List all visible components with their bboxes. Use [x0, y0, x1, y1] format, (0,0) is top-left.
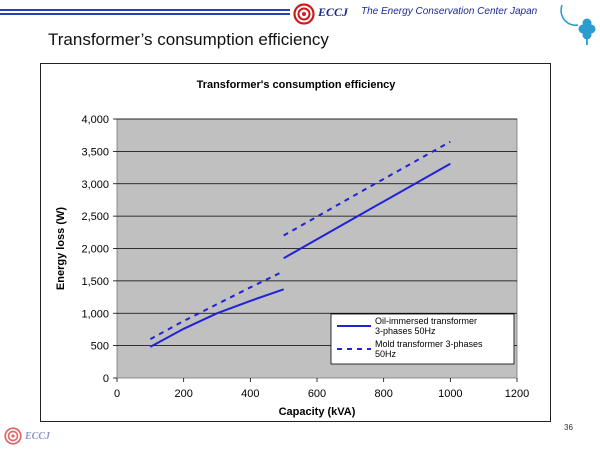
chart: Transformer's consumption efficiency 0 500…: [55, 79, 529, 418]
footer-org-short: ECCJ: [25, 431, 51, 442]
series-line-oil-immersed: [149, 288, 285, 348]
series-line-mold: [149, 270, 285, 340]
x-tick-label: 0: [114, 388, 120, 400]
header-rule-top: [0, 9, 290, 11]
x-tick-label: 200: [174, 388, 192, 400]
y-tick-label: 3,500: [81, 146, 109, 158]
y-tick-label: 500: [91, 341, 109, 353]
x-tick-label: 800: [374, 388, 392, 400]
series-line-mold: [283, 140, 451, 237]
y-tick-label: 4,000: [81, 114, 109, 126]
x-tick-label: 1200: [505, 388, 529, 400]
x-axis-label: Capacity (kVA): [279, 406, 356, 418]
legend-label: Oil-immersed transformer: [375, 316, 477, 326]
y-axis-label: Energy loss (W): [55, 207, 67, 290]
y-tick-label: 3,000: [81, 179, 109, 191]
eccj-logo-icon: [293, 3, 315, 25]
x-tick-label: 1000: [438, 388, 462, 400]
header-org-name: The Energy Conservation Center Japan: [361, 6, 538, 17]
legend-label: Mold transformer 3-phases: [375, 339, 483, 349]
legend-box: [330, 313, 515, 365]
x-tick-label: 600: [308, 388, 326, 400]
slide-title: Transformer’s consumption efficiency: [48, 30, 329, 49]
header-rule-bottom: [0, 13, 290, 15]
legend-label: 3-phases 50Hz: [375, 326, 436, 336]
chart-frame: Transformer's consumption efficiency 0 500…: [40, 63, 551, 422]
y-tick-label: 0: [103, 373, 109, 385]
footer-eccj-logo-icon: [4, 427, 22, 445]
x-tick-label: 400: [241, 388, 259, 400]
chart-title: Transformer's consumption efficiency: [197, 79, 397, 91]
y-tick-label: 2,000: [81, 244, 109, 256]
legend-label: 50Hz: [375, 349, 397, 359]
page-number: 36: [564, 423, 573, 432]
y-tick-label: 1,000: [81, 308, 109, 320]
clover-logo-icon: [560, 4, 596, 45]
y-tick-label: 2,500: [81, 211, 109, 223]
series-line-oil-immersed: [283, 162, 451, 260]
y-tick-label: 1,500: [81, 276, 109, 288]
header-org-short: ECCJ: [318, 5, 349, 19]
